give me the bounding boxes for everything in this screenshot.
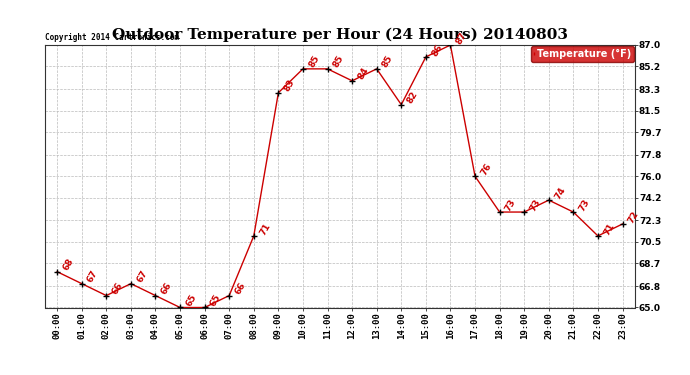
Text: 73: 73 [504, 197, 518, 213]
Text: 68: 68 [61, 257, 75, 272]
Text: 74: 74 [553, 185, 567, 201]
Text: 65: 65 [209, 293, 223, 308]
Text: 71: 71 [258, 221, 272, 237]
Text: 82: 82 [406, 90, 420, 105]
Text: 73: 73 [578, 197, 591, 213]
Text: 85: 85 [332, 54, 346, 69]
Text: 84: 84 [356, 66, 371, 81]
Text: 67: 67 [86, 269, 100, 284]
Text: Copyright 2014 Cartronics.com: Copyright 2014 Cartronics.com [45, 33, 179, 42]
Text: 83: 83 [282, 78, 297, 93]
Text: 76: 76 [479, 161, 493, 177]
Title: Outdoor Temperature per Hour (24 Hours) 20140803: Outdoor Temperature per Hour (24 Hours) … [112, 28, 568, 42]
Text: 71: 71 [602, 221, 616, 237]
Text: 85: 85 [381, 54, 395, 69]
Text: 66: 66 [110, 281, 124, 296]
Text: 72: 72 [627, 209, 641, 225]
Text: 67: 67 [135, 269, 149, 284]
Text: 87: 87 [455, 30, 469, 46]
Text: 65: 65 [184, 293, 198, 308]
Text: 66: 66 [159, 281, 174, 296]
Text: 66: 66 [233, 281, 248, 296]
Legend: Temperature (°F): Temperature (°F) [531, 46, 634, 62]
Text: 73: 73 [529, 197, 542, 213]
Text: 85: 85 [307, 54, 321, 69]
Text: 86: 86 [430, 42, 444, 57]
